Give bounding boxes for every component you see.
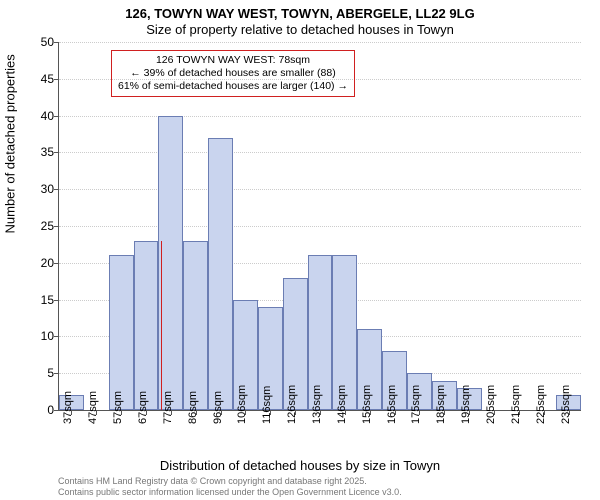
ytick-mark — [54, 410, 59, 411]
ytick-label: 40 — [24, 109, 54, 123]
y-axis-label: Number of detached properties — [3, 54, 18, 233]
histogram-bar — [183, 241, 208, 410]
ytick-mark — [54, 152, 59, 153]
ytick-mark — [54, 189, 59, 190]
histogram-bar — [134, 241, 159, 410]
ytick-label: 0 — [24, 403, 54, 417]
histogram-bar — [109, 255, 134, 410]
histogram-bar — [158, 116, 183, 410]
gridline — [59, 226, 581, 227]
annotation-line2: ← 39% of detached houses are smaller (88… — [118, 67, 348, 80]
ytick-label: 45 — [24, 72, 54, 86]
ytick-mark — [54, 300, 59, 301]
ytick-label: 35 — [24, 145, 54, 159]
annotation-box: 126 TOWYN WAY WEST: 78sqm← 39% of detach… — [111, 50, 355, 97]
ytick-label: 5 — [24, 366, 54, 380]
gridline — [59, 189, 581, 190]
property-marker-line — [161, 241, 162, 410]
ytick-mark — [54, 79, 59, 80]
ytick-label: 15 — [24, 293, 54, 307]
gridline — [59, 116, 581, 117]
chart-title-line2: Size of property relative to detached ho… — [0, 22, 600, 37]
property-size-histogram: 126, TOWYN WAY WEST, TOWYN, ABERGELE, LL… — [0, 0, 600, 500]
ytick-mark — [54, 116, 59, 117]
ytick-mark — [54, 42, 59, 43]
ytick-mark — [54, 373, 59, 374]
ytick-mark — [54, 263, 59, 264]
ytick-label: 10 — [24, 329, 54, 343]
ytick-label: 50 — [24, 35, 54, 49]
ytick-mark — [54, 226, 59, 227]
histogram-bar — [208, 138, 233, 410]
ytick-label: 30 — [24, 182, 54, 196]
ytick-label: 20 — [24, 256, 54, 270]
chart-title-line1: 126, TOWYN WAY WEST, TOWYN, ABERGELE, LL… — [0, 6, 600, 21]
annotation-line3: 61% of semi-detached houses are larger (… — [118, 80, 348, 93]
plot-area: 126 TOWYN WAY WEST: 78sqm← 39% of detach… — [58, 42, 581, 411]
ytick-label: 25 — [24, 219, 54, 233]
x-axis-label: Distribution of detached houses by size … — [0, 458, 600, 473]
ytick-mark — [54, 336, 59, 337]
gridline — [59, 152, 581, 153]
footer-line1: Contains HM Land Registry data © Crown c… — [58, 476, 367, 486]
gridline — [59, 42, 581, 43]
annotation-line1: 126 TOWYN WAY WEST: 78sqm — [118, 54, 348, 67]
footer-line2: Contains public sector information licen… — [58, 487, 402, 497]
